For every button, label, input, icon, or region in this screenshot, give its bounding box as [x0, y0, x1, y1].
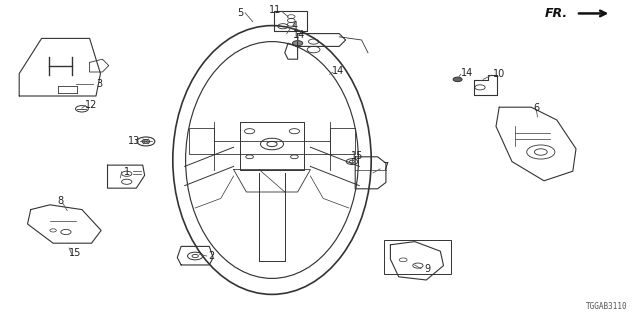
Text: 3: 3	[96, 79, 102, 89]
Text: 9: 9	[424, 264, 431, 275]
Text: 14: 14	[293, 30, 306, 40]
Bar	[384, 240, 451, 274]
Text: 7: 7	[382, 162, 388, 172]
Text: FR.: FR.	[545, 7, 568, 20]
Text: 4: 4	[291, 20, 298, 31]
Text: 5: 5	[237, 8, 243, 18]
Text: 1: 1	[124, 167, 130, 177]
Circle shape	[292, 41, 303, 46]
Text: 13: 13	[128, 136, 141, 146]
Text: 14: 14	[461, 68, 474, 78]
Text: 15: 15	[351, 151, 364, 161]
Text: 12: 12	[85, 100, 98, 110]
Text: 14: 14	[332, 66, 344, 76]
Text: 10: 10	[493, 69, 506, 79]
Text: 2: 2	[208, 251, 214, 261]
Text: 15: 15	[69, 248, 82, 258]
Text: 11: 11	[269, 5, 282, 15]
Circle shape	[453, 77, 462, 82]
Text: 8: 8	[58, 196, 64, 206]
Text: TGGAB3110: TGGAB3110	[586, 302, 627, 311]
Text: 6: 6	[533, 103, 540, 113]
